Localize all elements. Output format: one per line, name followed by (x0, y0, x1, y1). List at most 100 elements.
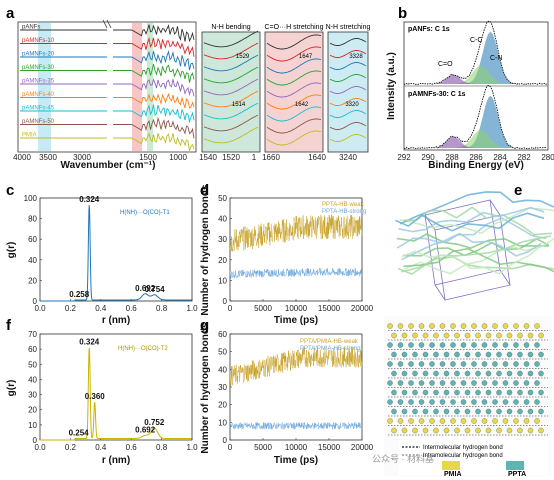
peak-label: 0.754 (145, 285, 166, 294)
lattice-unit (429, 418, 435, 424)
panel-label-a: a (6, 5, 15, 22)
lattice-unit (439, 323, 446, 329)
polymer-chain (403, 206, 553, 236)
b-xtick: 282 (517, 153, 531, 162)
lattice-unit (401, 408, 408, 415)
lattice-unit (506, 332, 513, 339)
lattice-unit (492, 418, 498, 424)
lattice-unit (422, 370, 429, 377)
a-legend-entry: pAMNFs-35 (22, 79, 55, 85)
panel-label-d: d (200, 182, 209, 199)
x-tick-label: 1.0 (186, 443, 198, 452)
a-legend-entry: PMIA (22, 133, 37, 139)
lattice-unit (527, 408, 534, 415)
hb-series-line (229, 421, 363, 431)
lattice-unit (475, 427, 481, 434)
lattice-unit (523, 380, 530, 386)
b-sub1-label: pANFs: C 1s (408, 26, 450, 33)
lattice-unit (433, 351, 439, 358)
lattice-unit (408, 361, 414, 367)
lattice-unit (492, 361, 498, 367)
lattice-unit (397, 361, 404, 367)
lattice-unit (506, 351, 513, 358)
y-tick-label: 20 (28, 406, 37, 415)
a-inset-line (329, 62, 367, 70)
panel-f: f 0.0 0.2 0.4 0.6 0.8 1.0 0 10 20 30 40 50 60 70 0.254… (6, 317, 198, 466)
a-inset-line (266, 106, 322, 122)
lattice-unit (492, 380, 498, 386)
peak-label: 0.692 (135, 425, 156, 434)
a-inset-frame (264, 31, 324, 153)
lattice-unit (471, 399, 477, 405)
lattice-unit (513, 361, 519, 367)
a-inset-line (266, 46, 322, 62)
x-tick-label: 15000 (318, 443, 341, 452)
x-tick-label: 0.4 (95, 443, 107, 452)
a-inset-line (329, 50, 367, 58)
lattice-unit (534, 418, 540, 424)
lattice-unit (433, 370, 439, 377)
a-legend-entry: pAMNFs-10 (22, 38, 55, 44)
lattice-unit (397, 380, 404, 386)
y-tick-label: 10 (28, 421, 37, 430)
a-series-line (20, 78, 195, 97)
lattice-unit (496, 408, 502, 415)
lattice-unit (464, 370, 471, 377)
b-xtick: 288 (445, 153, 459, 162)
a-inset-frame (201, 31, 261, 153)
polymer-chain (396, 217, 547, 249)
polymer-chain (401, 232, 542, 261)
lattice-unit (429, 380, 435, 386)
lattice-unit (397, 399, 404, 405)
a-inset-line (329, 86, 367, 94)
y-tick-label: 30 (28, 391, 37, 400)
c-ylabel: g(r) (6, 242, 17, 259)
lattice-unit (492, 342, 498, 348)
lattice-unit (433, 332, 439, 339)
lattice-unit (496, 370, 502, 377)
x-tick-label: 0.8 (156, 304, 168, 313)
lattice-unit (481, 418, 488, 424)
y-tick-label: 20 (218, 401, 227, 410)
lattice-unit (527, 370, 534, 377)
lattice-unit (527, 389, 534, 396)
lattice-unit (517, 370, 523, 377)
y-tick-label: 20 (218, 256, 227, 265)
y-tick-label: 100 (24, 194, 38, 203)
lattice-unit (412, 332, 418, 339)
lattice-unit (422, 408, 429, 415)
x-tick-label: 0.0 (34, 304, 46, 313)
lattice-unit (485, 332, 492, 339)
y-tick-label: 0 (33, 297, 38, 306)
a-inset-line (203, 30, 259, 48)
b-spectrum-line (403, 85, 547, 150)
a-inset-line (329, 98, 367, 106)
lattice-unit (502, 399, 509, 405)
a-inset-line (203, 90, 259, 108)
a-inset-line (203, 114, 259, 132)
b-xlabel: Binding Energy (eV) (428, 160, 524, 171)
a-inset-annotation: 3320 (345, 102, 359, 108)
a-inset-line (329, 38, 367, 46)
lattice-unit (408, 418, 414, 424)
watermark: 公众号 · 材料基 (372, 453, 434, 464)
polymer-chain (403, 247, 554, 273)
y-tick-label: 40 (28, 375, 37, 384)
lattice-unit (401, 427, 408, 434)
lattice-unit (506, 427, 513, 434)
a-inset-xtick: 1 (252, 153, 257, 162)
peak-label: 0.258 (69, 290, 90, 299)
lattice-unit (496, 389, 502, 396)
panel-label-c: c (6, 182, 14, 199)
y-tick-label: 10 (218, 418, 227, 427)
lattice-unit (450, 399, 456, 405)
a-series-line (20, 92, 195, 109)
lattice-unit (397, 342, 404, 348)
y-tick-label: 30 (218, 383, 227, 392)
lattice-unit (517, 408, 523, 415)
peak-label: 0.692 (135, 284, 156, 293)
lattice-unit (513, 323, 519, 329)
lattice-unit (538, 427, 544, 434)
lattice-unit (523, 418, 530, 424)
